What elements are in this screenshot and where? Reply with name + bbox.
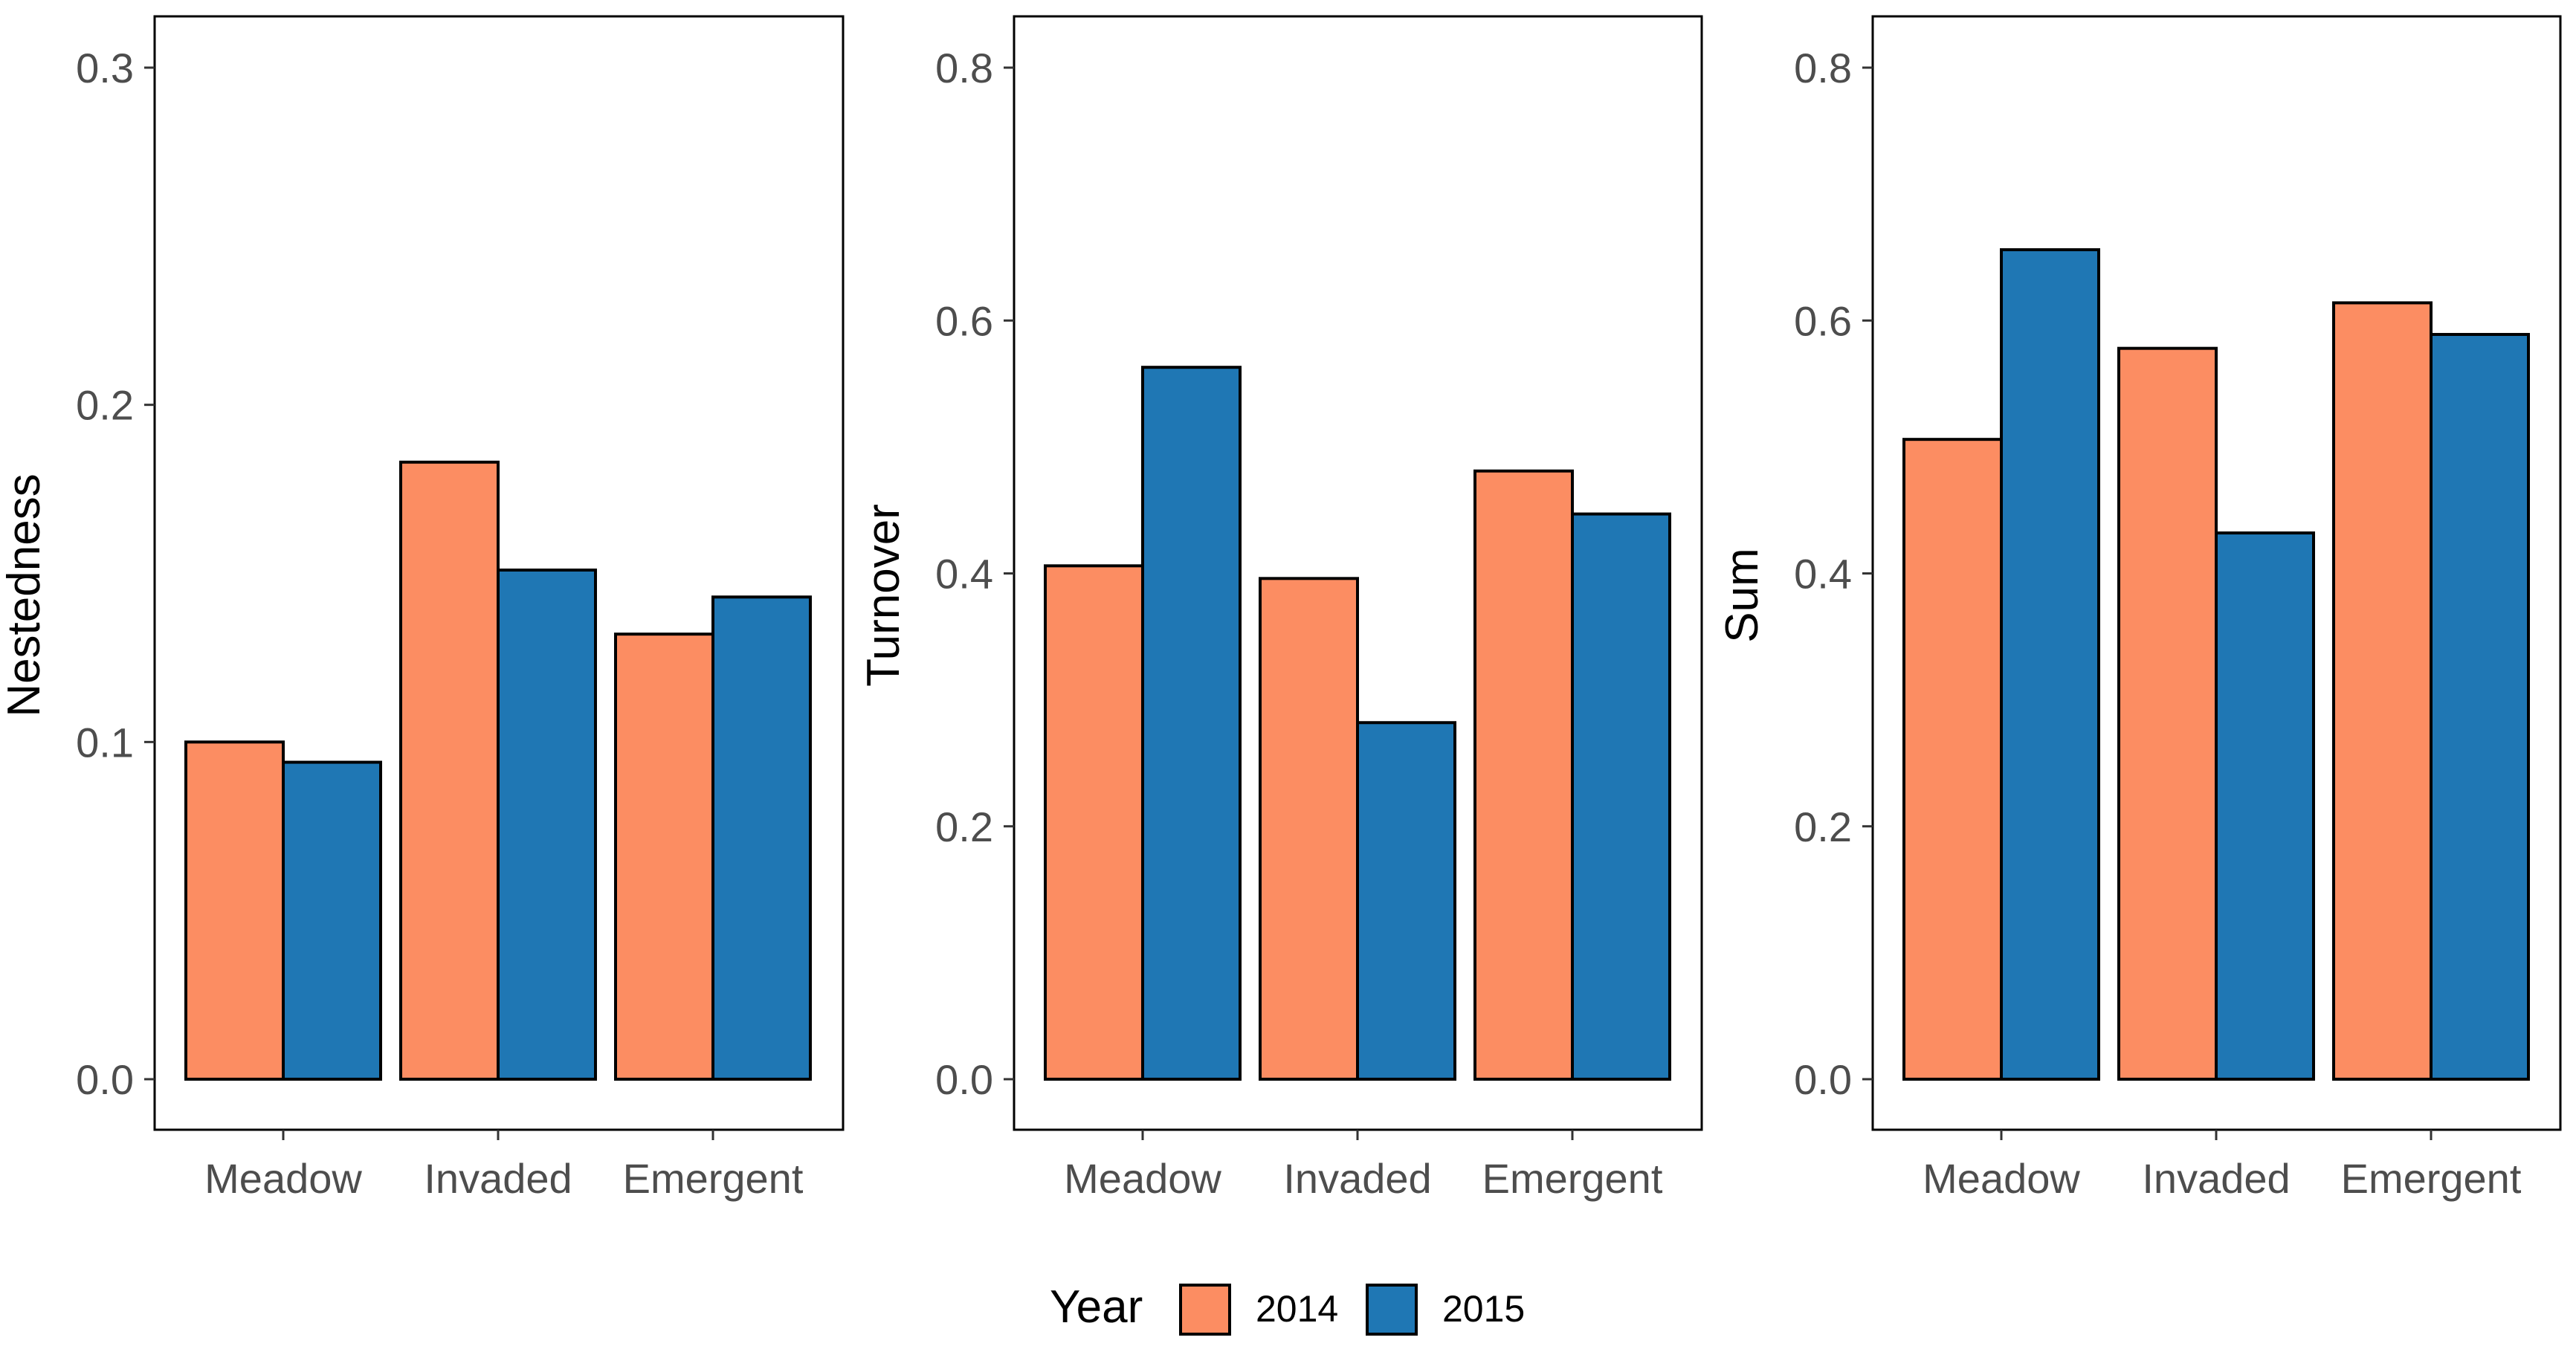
legend-title: Year [1050, 1281, 1143, 1333]
bar-invaded-2015 [2215, 531, 2315, 1081]
panel-nestedness: 0.0 0.1 0.2 0.3 Meadow Invaded Emergent Nestedn… [0, 15, 845, 1202]
y-tick-label: 0.8 [935, 45, 993, 91]
bar-invaded-2014 [2117, 346, 2218, 1081]
x-tick-label-invaded: Invaded [2142, 1155, 2290, 1202]
bar-emergent-2015 [1571, 512, 1671, 1081]
panels: 0.0 0.1 0.2 0.3 Meadow Invaded Emergent Nestedn… [0, 15, 2562, 1202]
bar-emergent-2014 [2332, 301, 2433, 1081]
y-tick-label: 0.1 [76, 719, 134, 766]
legend-label-2015: 2015 [1442, 1288, 1525, 1330]
x-tick-label-meadow: Meadow [1923, 1155, 2080, 1202]
legend-swatch-2015 [1366, 1284, 1418, 1336]
bar-emergent-2015 [2430, 332, 2530, 1081]
y-tick-label: 0.0 [935, 1056, 993, 1103]
x-tick-label-emergent: Emergent [623, 1155, 804, 1202]
bar-meadow-2015 [282, 760, 382, 1081]
bar-meadow-2015 [1141, 366, 1242, 1081]
y-tick-label: 0.6 [935, 297, 993, 344]
bar-emergent-2014 [1473, 469, 1574, 1081]
y-tick-label: 0.8 [1794, 45, 1852, 91]
bar-invaded-2015 [1356, 721, 1456, 1081]
panel-turnover: 0.0 0.2 0.4 0.6 0.8 Meadow Invaded Emergent Turn… [858, 15, 1703, 1202]
panel-sum: 0.0 0.2 0.4 0.6 0.8 Meadow Invaded Emergent Sum [1717, 15, 2562, 1202]
x-tick-label-meadow: Meadow [1064, 1155, 1221, 1202]
bar-meadow-2014 [1902, 438, 2003, 1081]
bar-meadow-2015 [2000, 248, 2100, 1081]
bar-invaded-2014 [399, 460, 500, 1081]
x-tick-label-invaded: Invaded [424, 1155, 572, 1202]
y-tick-label: 0.4 [1794, 551, 1852, 598]
x-tick-label-emergent: Emergent [2341, 1155, 2522, 1202]
y-axis-title: Turnover [858, 504, 909, 687]
legend: Year 2014 2015 [1050, 1281, 1525, 1336]
y-tick-label: 0.2 [1794, 803, 1852, 850]
y-axis-title: Sum [1717, 548, 1768, 642]
y-tick-label: 0.2 [76, 382, 134, 429]
x-tick-label-meadow: Meadow [204, 1155, 362, 1202]
bar-invaded-2014 [1259, 577, 1359, 1081]
y-tick-label: 0.0 [1794, 1056, 1852, 1103]
bar-invaded-2015 [497, 568, 597, 1081]
legend-label-2014: 2014 [1256, 1288, 1338, 1330]
y-tick-label: 0.0 [76, 1056, 134, 1103]
bar-emergent-2014 [614, 633, 714, 1081]
bar-meadow-2014 [1044, 564, 1144, 1081]
y-axis-title: Nestedness [0, 473, 50, 716]
y-tick-label: 0.4 [935, 551, 993, 598]
x-tick-label-emergent: Emergent [1482, 1155, 1663, 1202]
y-tick-label: 0.2 [935, 803, 993, 850]
y-tick-label: 0.6 [1794, 297, 1852, 344]
bar-meadow-2014 [184, 740, 285, 1081]
y-tick-label: 0.3 [76, 45, 134, 91]
x-tick-label-invaded: Invaded [1283, 1155, 1431, 1202]
bar-emergent-2015 [711, 595, 812, 1081]
legend-swatch-2014 [1179, 1284, 1231, 1336]
